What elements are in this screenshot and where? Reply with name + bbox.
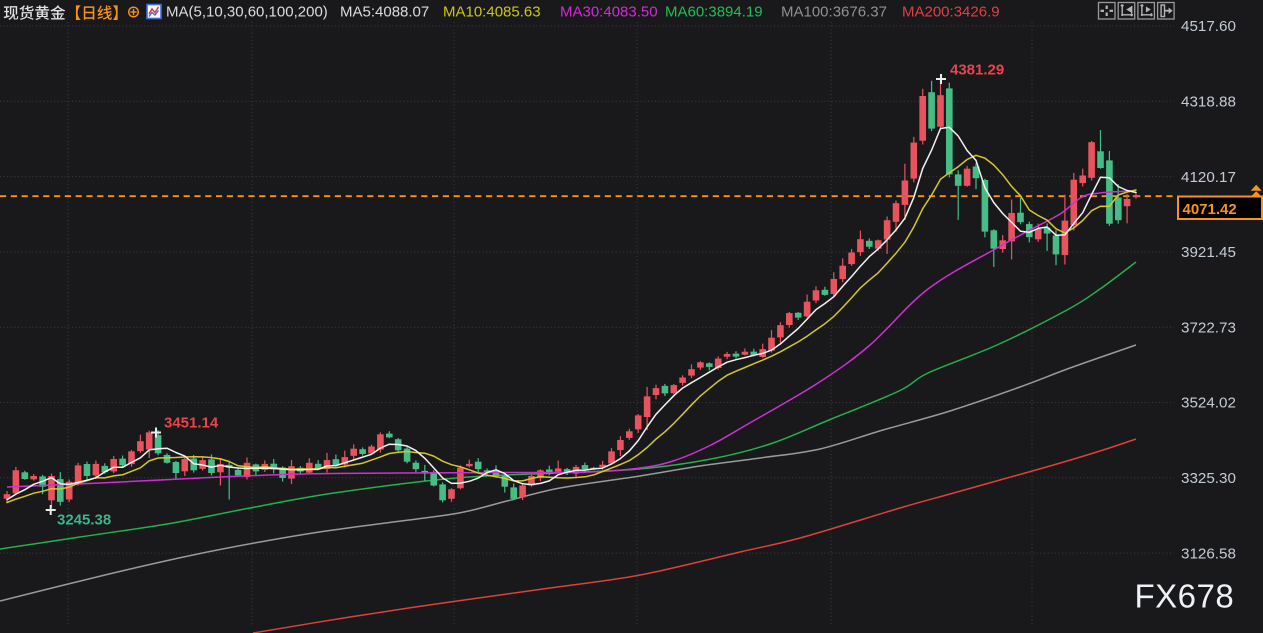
svg-text:4071.42: 4071.42 [1183, 201, 1237, 218]
svg-text:MA(5,10,30,60,100,200): MA(5,10,30,60,100,200) [166, 4, 328, 21]
svg-text:MA10:4085.63: MA10:4085.63 [443, 4, 541, 21]
svg-text:3325.30: 3325.30 [1181, 470, 1236, 487]
svg-text:3245.38: 3245.38 [57, 512, 111, 529]
svg-text:FX678: FX678 [1135, 578, 1235, 615]
svg-text:3722.73: 3722.73 [1181, 319, 1236, 336]
svg-text:3524.02: 3524.02 [1181, 395, 1236, 412]
svg-text:MA60:3894.19: MA60:3894.19 [665, 4, 763, 21]
svg-text:MA30:4083.50: MA30:4083.50 [560, 4, 658, 21]
svg-text:4318.88: 4318.88 [1181, 94, 1236, 111]
svg-text:4120.17: 4120.17 [1181, 169, 1236, 186]
svg-text:MA100:3676.37: MA100:3676.37 [781, 4, 887, 21]
svg-text:MA5:4088.07: MA5:4088.07 [340, 4, 429, 21]
svg-text:4517.60: 4517.60 [1181, 18, 1236, 35]
svg-text:3921.45: 3921.45 [1181, 244, 1236, 261]
svg-text:3126.58: 3126.58 [1181, 545, 1236, 562]
svg-text:3451.14: 3451.14 [164, 415, 219, 432]
svg-text:MA200:3426.9: MA200:3426.9 [902, 4, 1000, 21]
svg-text:4381.29: 4381.29 [950, 62, 1004, 79]
